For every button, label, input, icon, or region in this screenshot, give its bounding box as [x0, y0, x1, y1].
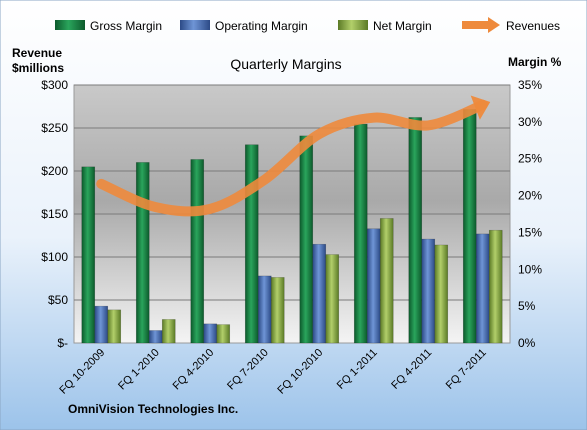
bar-gross-margin — [244, 144, 259, 344]
bar-net-margin — [325, 254, 340, 344]
bar-net-margin — [379, 218, 394, 344]
left-axis-label-line2: $millions — [12, 61, 64, 75]
legend-label: Net Margin — [373, 19, 432, 33]
chart-title: Quarterly Margins — [230, 56, 341, 72]
bar-operating-margin — [475, 233, 490, 344]
bar-operating-margin — [203, 323, 218, 344]
bar-gross-margin — [408, 117, 423, 344]
left-tick-label: $150 — [41, 207, 68, 221]
right-tick-label: 30% — [518, 115, 542, 129]
bar-operating-margin — [148, 330, 163, 344]
legend-item-operating-margin: Operating Margin — [180, 19, 308, 33]
revenue-line-group — [96, 95, 491, 217]
legend-arrowhead — [488, 17, 500, 33]
right-tick-label: 15% — [518, 225, 542, 239]
legend-swatch — [55, 20, 85, 30]
bar-net-margin — [488, 229, 503, 344]
legend-item-revenues: Revenues — [462, 17, 560, 33]
bar-gross-margin — [135, 162, 150, 344]
legend-item-net-margin: Net Margin — [338, 19, 432, 33]
bar-operating-margin — [94, 305, 109, 344]
legend-item-gross-margin: Gross Margin — [55, 19, 162, 33]
bar-net-margin — [216, 324, 231, 344]
legend: Gross Margin Operating Margin Net Margin Re… — [55, 17, 560, 33]
bar-gross-margin — [353, 123, 368, 344]
bar-operating-margin — [421, 238, 436, 344]
left-tick-label: $200 — [41, 164, 68, 178]
legend-label: Operating Margin — [215, 19, 308, 33]
revenue-line — [96, 99, 488, 217]
right-tick-label: 35% — [518, 78, 542, 92]
legend-label: Gross Margin — [90, 19, 162, 33]
left-tick-label: $- — [57, 336, 68, 350]
bar-gross-margin — [299, 135, 314, 344]
legend-swatch — [338, 20, 368, 30]
right-axis-ticks: 0% 5% 10% 15% 20% 25% 30% 35% — [518, 78, 542, 350]
right-tick-label: 10% — [518, 262, 542, 276]
legend-label: Revenues — [506, 19, 560, 33]
right-tick-label: 5% — [518, 299, 536, 313]
right-tick-label: 0% — [518, 336, 536, 350]
left-tick-label: $250 — [41, 121, 68, 135]
bar-gross-margin — [190, 159, 205, 344]
left-axis-ticks: $- $50 $100 $150 $200 $250 $300 — [41, 78, 68, 350]
bar-operating-margin — [312, 243, 327, 344]
footer-company-name: OmniVision Technologies Inc. — [68, 402, 238, 416]
bar-operating-margin — [257, 275, 272, 344]
bar-net-margin — [107, 309, 122, 344]
left-tick-label: $50 — [48, 293, 68, 307]
bar-gross-margin — [81, 166, 96, 344]
right-tick-label: 20% — [518, 189, 542, 203]
right-tick-label: 25% — [518, 152, 542, 166]
legend-swatch — [180, 20, 210, 30]
bar-operating-margin — [366, 228, 381, 344]
bar-net-margin — [270, 277, 285, 344]
bar-net-margin — [161, 319, 176, 344]
bar-net-margin — [434, 244, 449, 344]
revenue-arrowhead — [470, 95, 491, 120]
left-tick-label: $300 — [41, 78, 68, 92]
bar-gross-margin — [462, 109, 477, 344]
right-axis-label: Margin % — [508, 55, 562, 69]
left-axis-label-line1: Revenue — [12, 46, 62, 60]
left-tick-label: $100 — [41, 250, 68, 264]
